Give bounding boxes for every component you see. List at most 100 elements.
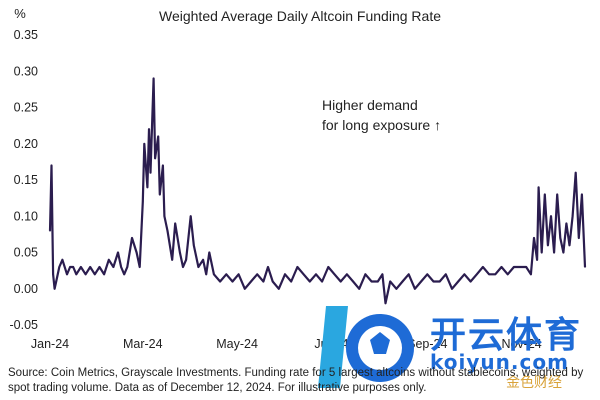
data-point	[267, 266, 269, 268]
data-point	[69, 266, 71, 268]
data-point	[389, 280, 392, 283]
data-point	[578, 237, 580, 239]
data-point	[581, 193, 583, 196]
data-point	[547, 244, 549, 247]
data-point	[553, 251, 555, 254]
watermark-sub2-text: 金色财经	[506, 375, 562, 391]
data-point	[159, 193, 161, 196]
data-point	[49, 230, 51, 232]
data-point	[407, 273, 410, 276]
x-tick-label: Jan-24	[31, 337, 69, 351]
data-point	[58, 266, 61, 268]
data-point	[152, 77, 155, 80]
watermark-sub-text: koiyun.com	[430, 350, 569, 374]
data-point	[123, 273, 125, 276]
data-point	[52, 273, 54, 276]
data-point	[148, 128, 150, 130]
data-point	[352, 280, 354, 283]
data-point	[231, 280, 234, 283]
data-point	[482, 266, 484, 268]
data-point	[381, 273, 384, 276]
data-point	[94, 273, 96, 276]
data-point	[284, 273, 286, 276]
data-point	[536, 259, 538, 261]
data-point	[290, 280, 293, 283]
y-tick-label: 0.05	[14, 246, 38, 260]
data-point	[556, 193, 558, 196]
data-point	[364, 273, 367, 276]
data-point	[202, 259, 204, 261]
data-point	[530, 273, 532, 276]
data-point	[346, 273, 348, 276]
data-point	[262, 280, 265, 283]
data-point	[72, 266, 74, 268]
data-point	[98, 266, 101, 268]
x-tick-label: Sep-24	[407, 337, 447, 351]
data-point	[174, 222, 176, 225]
data-point	[89, 266, 91, 268]
data-point	[256, 273, 259, 276]
data-point	[80, 266, 82, 268]
data-point	[53, 288, 56, 290]
data-point	[321, 280, 323, 283]
data-point	[146, 186, 149, 189]
data-point	[469, 280, 472, 283]
data-point	[451, 288, 453, 290]
data-point	[358, 288, 361, 290]
watermark-k-icon	[318, 306, 414, 388]
data-point	[117, 251, 119, 254]
data-point	[506, 273, 509, 276]
data-point	[143, 143, 146, 145]
data-point	[565, 222, 568, 225]
data-point	[66, 273, 68, 276]
data-point	[544, 193, 546, 196]
series-line	[48, 77, 587, 305]
data-point	[131, 237, 133, 239]
data-point	[213, 273, 215, 276]
data-point	[138, 266, 141, 268]
data-point	[193, 244, 195, 247]
data-point	[445, 273, 447, 276]
y-tick-label: 0.20	[14, 137, 38, 151]
annotation-line-1: Higher demand	[322, 97, 418, 113]
data-point	[205, 273, 207, 276]
data-point	[370, 280, 373, 283]
data-point	[108, 259, 110, 261]
x-tick-label: Nov-24	[501, 337, 541, 351]
data-point	[142, 201, 144, 203]
data-point	[185, 259, 187, 261]
data-point	[55, 280, 57, 283]
data-point	[327, 266, 330, 268]
x-tick-label: May-24	[216, 337, 258, 351]
data-point	[537, 186, 540, 189]
watermark-logo: 开云体育 koiyun.com 金色财经	[318, 298, 598, 396]
source-note: Source: Coin Metrics, Grayscale Investme…	[8, 367, 584, 394]
data-point	[519, 266, 521, 268]
data-point	[103, 273, 105, 276]
data-point	[438, 280, 441, 283]
data-point	[457, 280, 460, 283]
data-point	[500, 266, 503, 268]
data-point	[559, 237, 562, 239]
data-point	[182, 266, 184, 268]
y-tick-label: 0.35	[14, 28, 38, 42]
chart-title: Weighted Average Daily Altcoin Funding R…	[159, 8, 441, 24]
annotation-text: Higher demand for long exposure ↑	[322, 97, 441, 133]
data-point	[296, 266, 299, 268]
data-point	[414, 288, 416, 290]
data-point	[463, 273, 466, 276]
data-point	[377, 280, 379, 283]
y-tick-label: 0.00	[14, 282, 38, 296]
data-point	[120, 266, 122, 268]
data-point	[574, 171, 577, 174]
data-point	[50, 164, 53, 167]
data-point	[166, 230, 169, 232]
data-point	[154, 157, 156, 160]
data-point	[571, 215, 574, 217]
data-point	[225, 273, 228, 276]
data-point	[126, 266, 129, 268]
data-point	[494, 273, 497, 276]
data-point	[395, 288, 398, 290]
data-point	[540, 251, 543, 254]
data-point	[237, 273, 240, 276]
